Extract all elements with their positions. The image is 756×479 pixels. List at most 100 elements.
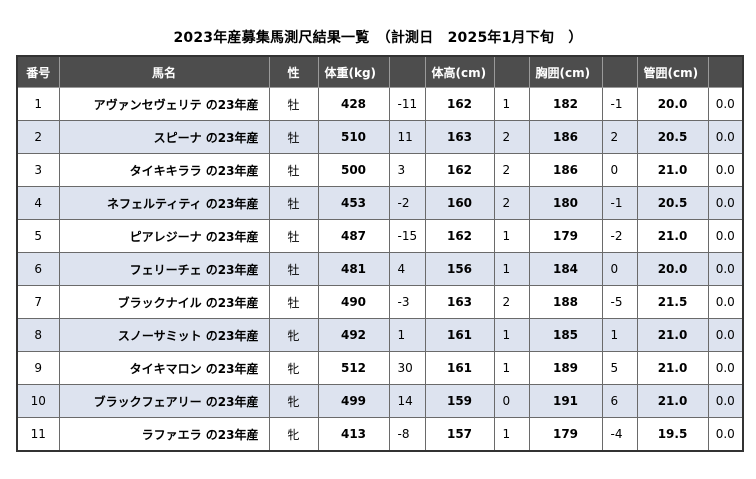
header-number: 番号 — [16, 55, 60, 88]
cell-horse-name: ピアレジーナ の23年産 — [58, 219, 270, 253]
cell-girth-diff: 2 — [601, 120, 638, 154]
cell-height: 160 — [424, 186, 495, 220]
cell-number: 4 — [16, 186, 60, 220]
cell-height: 163 — [424, 120, 495, 154]
table-row: 10 ブラックフェアリー の23年産牝 499 14 159 0 191 6 21.0 0.0 — [16, 384, 744, 418]
cell-weight: 512 — [317, 351, 390, 385]
table-row: 3 タイキキララ の23年産牡 500 3 162 2 186 0 21.0 0.0 — [16, 153, 744, 187]
cell-girth: 186 — [528, 153, 603, 187]
cell-weight: 481 — [317, 252, 390, 286]
cell-cannon: 20.5 — [636, 186, 709, 220]
cell-girth-diff: -1 — [601, 186, 638, 220]
cell-sex: 牡 — [268, 285, 319, 319]
cell-sex: 牝 — [268, 318, 319, 352]
cell-girth-diff: -5 — [601, 285, 638, 319]
cell-weight: 490 — [317, 285, 390, 319]
cell-horse-name: スピーナ の23年産 — [58, 120, 270, 154]
cell-horse-name: フェリーチェ の23年産 — [58, 252, 270, 286]
cell-girth: 186 — [528, 120, 603, 154]
cell-sex: 牡 — [268, 87, 319, 121]
cell-sex: 牡 — [268, 120, 319, 154]
cell-height: 162 — [424, 219, 495, 253]
cell-height: 157 — [424, 417, 495, 452]
cell-girth: 185 — [528, 318, 603, 352]
cell-height: 161 — [424, 351, 495, 385]
cell-girth-diff: 0 — [601, 252, 638, 286]
cell-cannon-diff: 0.0 — [707, 120, 744, 154]
cell-weight-diff: -3 — [388, 285, 426, 319]
cell-height: 156 — [424, 252, 495, 286]
cell-weight-diff: 14 — [388, 384, 426, 418]
cell-cannon: 21.0 — [636, 351, 709, 385]
cell-height-diff: 1 — [493, 351, 530, 385]
cell-girth-diff: 0 — [601, 153, 638, 187]
cell-sex: 牝 — [268, 384, 319, 418]
cell-horse-name: スノーサミット の23年産 — [58, 318, 270, 352]
cell-horse-name: タイキキララ の23年産 — [58, 153, 270, 187]
cell-cannon-diff: 0.0 — [707, 351, 744, 385]
cell-cannon: 21.0 — [636, 384, 709, 418]
cell-height-diff: 2 — [493, 153, 530, 187]
cell-sex: 牡 — [268, 219, 319, 253]
cell-number: 2 — [16, 120, 60, 154]
table-row: 7 ブラックナイル の23年産牡 490 -3 163 2 188 -5 21.5 0.0 — [16, 285, 744, 319]
table-row: 6 フェリーチェ の23年産牡 481 4 156 1 184 0 20.0 0.0 — [16, 252, 744, 286]
cell-height-diff: 1 — [493, 318, 530, 352]
cell-number: 3 — [16, 153, 60, 187]
header-horse-name: 馬名 — [58, 55, 270, 88]
table-row: 1 アヴァンセヴェリテ の23年産牡 428 -11 162 1 182 -1 20.0 0.0 — [16, 87, 744, 121]
cell-cannon: 20.0 — [636, 87, 709, 121]
table-row: 5 ピアレジーナ の23年産牡 487 -15 162 1 179 -2 21.0 0.0 — [16, 219, 744, 253]
cell-number: 6 — [16, 252, 60, 286]
cell-cannon: 20.0 — [636, 252, 709, 286]
header-cannon: 管囲(cm) — [636, 55, 709, 88]
page-title: 2023年産募集馬測尺結果一覧 （計測日 2025年1月下旬 ） — [173, 30, 583, 46]
cell-weight-diff: 3 — [388, 153, 426, 187]
cell-cannon-diff: 0.0 — [707, 252, 744, 286]
cell-height-diff: 1 — [493, 252, 530, 286]
cell-height: 161 — [424, 318, 495, 352]
header-height-diff — [493, 55, 530, 88]
cell-cannon-diff: 0.0 — [707, 186, 744, 220]
cell-number: 10 — [16, 384, 60, 418]
cell-height-diff: 1 — [493, 219, 530, 253]
header-sex: 性 — [268, 55, 319, 88]
cell-sex: 牡 — [268, 252, 319, 286]
cell-girth-diff: 1 — [601, 318, 638, 352]
cell-height-diff: 2 — [493, 285, 530, 319]
cell-height: 163 — [424, 285, 495, 319]
cell-girth: 184 — [528, 252, 603, 286]
cell-girth: 182 — [528, 87, 603, 121]
header-weight-diff — [388, 55, 426, 88]
cell-height-diff: 0 — [493, 384, 530, 418]
cell-height: 162 — [424, 153, 495, 187]
cell-height-diff: 2 — [493, 186, 530, 220]
header-girth-diff — [601, 55, 638, 88]
cell-girth: 179 — [528, 219, 603, 253]
cell-horse-name: ラファエラ の23年産 — [58, 417, 270, 452]
cell-sex: 牡 — [268, 153, 319, 187]
cell-girth-diff: -1 — [601, 87, 638, 121]
cell-cannon: 21.5 — [636, 285, 709, 319]
table-row: 11 ラファエラ の23年産牝 413 -8 157 1 179 -4 19.5 0.0 — [16, 417, 744, 452]
table-header-row: 番号 馬名 性 体重(kg) 体高(cm) 胸囲(cm) 管囲(cm) — [16, 55, 744, 88]
cell-girth: 179 — [528, 417, 603, 452]
cell-weight-diff: 1 — [388, 318, 426, 352]
cell-weight: 499 — [317, 384, 390, 418]
cell-sex: 牝 — [268, 351, 319, 385]
cell-girth: 191 — [528, 384, 603, 418]
cell-weight: 500 — [317, 153, 390, 187]
cell-girth-diff: -2 — [601, 219, 638, 253]
cell-girth: 189 — [528, 351, 603, 385]
cell-girth-diff: -4 — [601, 417, 638, 452]
cell-horse-name: ブラックナイル の23年産 — [58, 285, 270, 319]
table-row: 4 ネフェルティティ の23年産牡 453 -2 160 2 180 -1 20.5 0.0 — [16, 186, 744, 220]
cell-height-diff: 2 — [493, 120, 530, 154]
table-row: 9 タイキマロン の23年産牝 512 30 161 1 189 5 21.0 0.0 — [16, 351, 744, 385]
cell-girth: 188 — [528, 285, 603, 319]
cell-sex: 牡 — [268, 186, 319, 220]
cell-horse-name: ネフェルティティ の23年産 — [58, 186, 270, 220]
cell-number: 7 — [16, 285, 60, 319]
cell-weight-diff: 4 — [388, 252, 426, 286]
cell-girth-diff: 6 — [601, 384, 638, 418]
